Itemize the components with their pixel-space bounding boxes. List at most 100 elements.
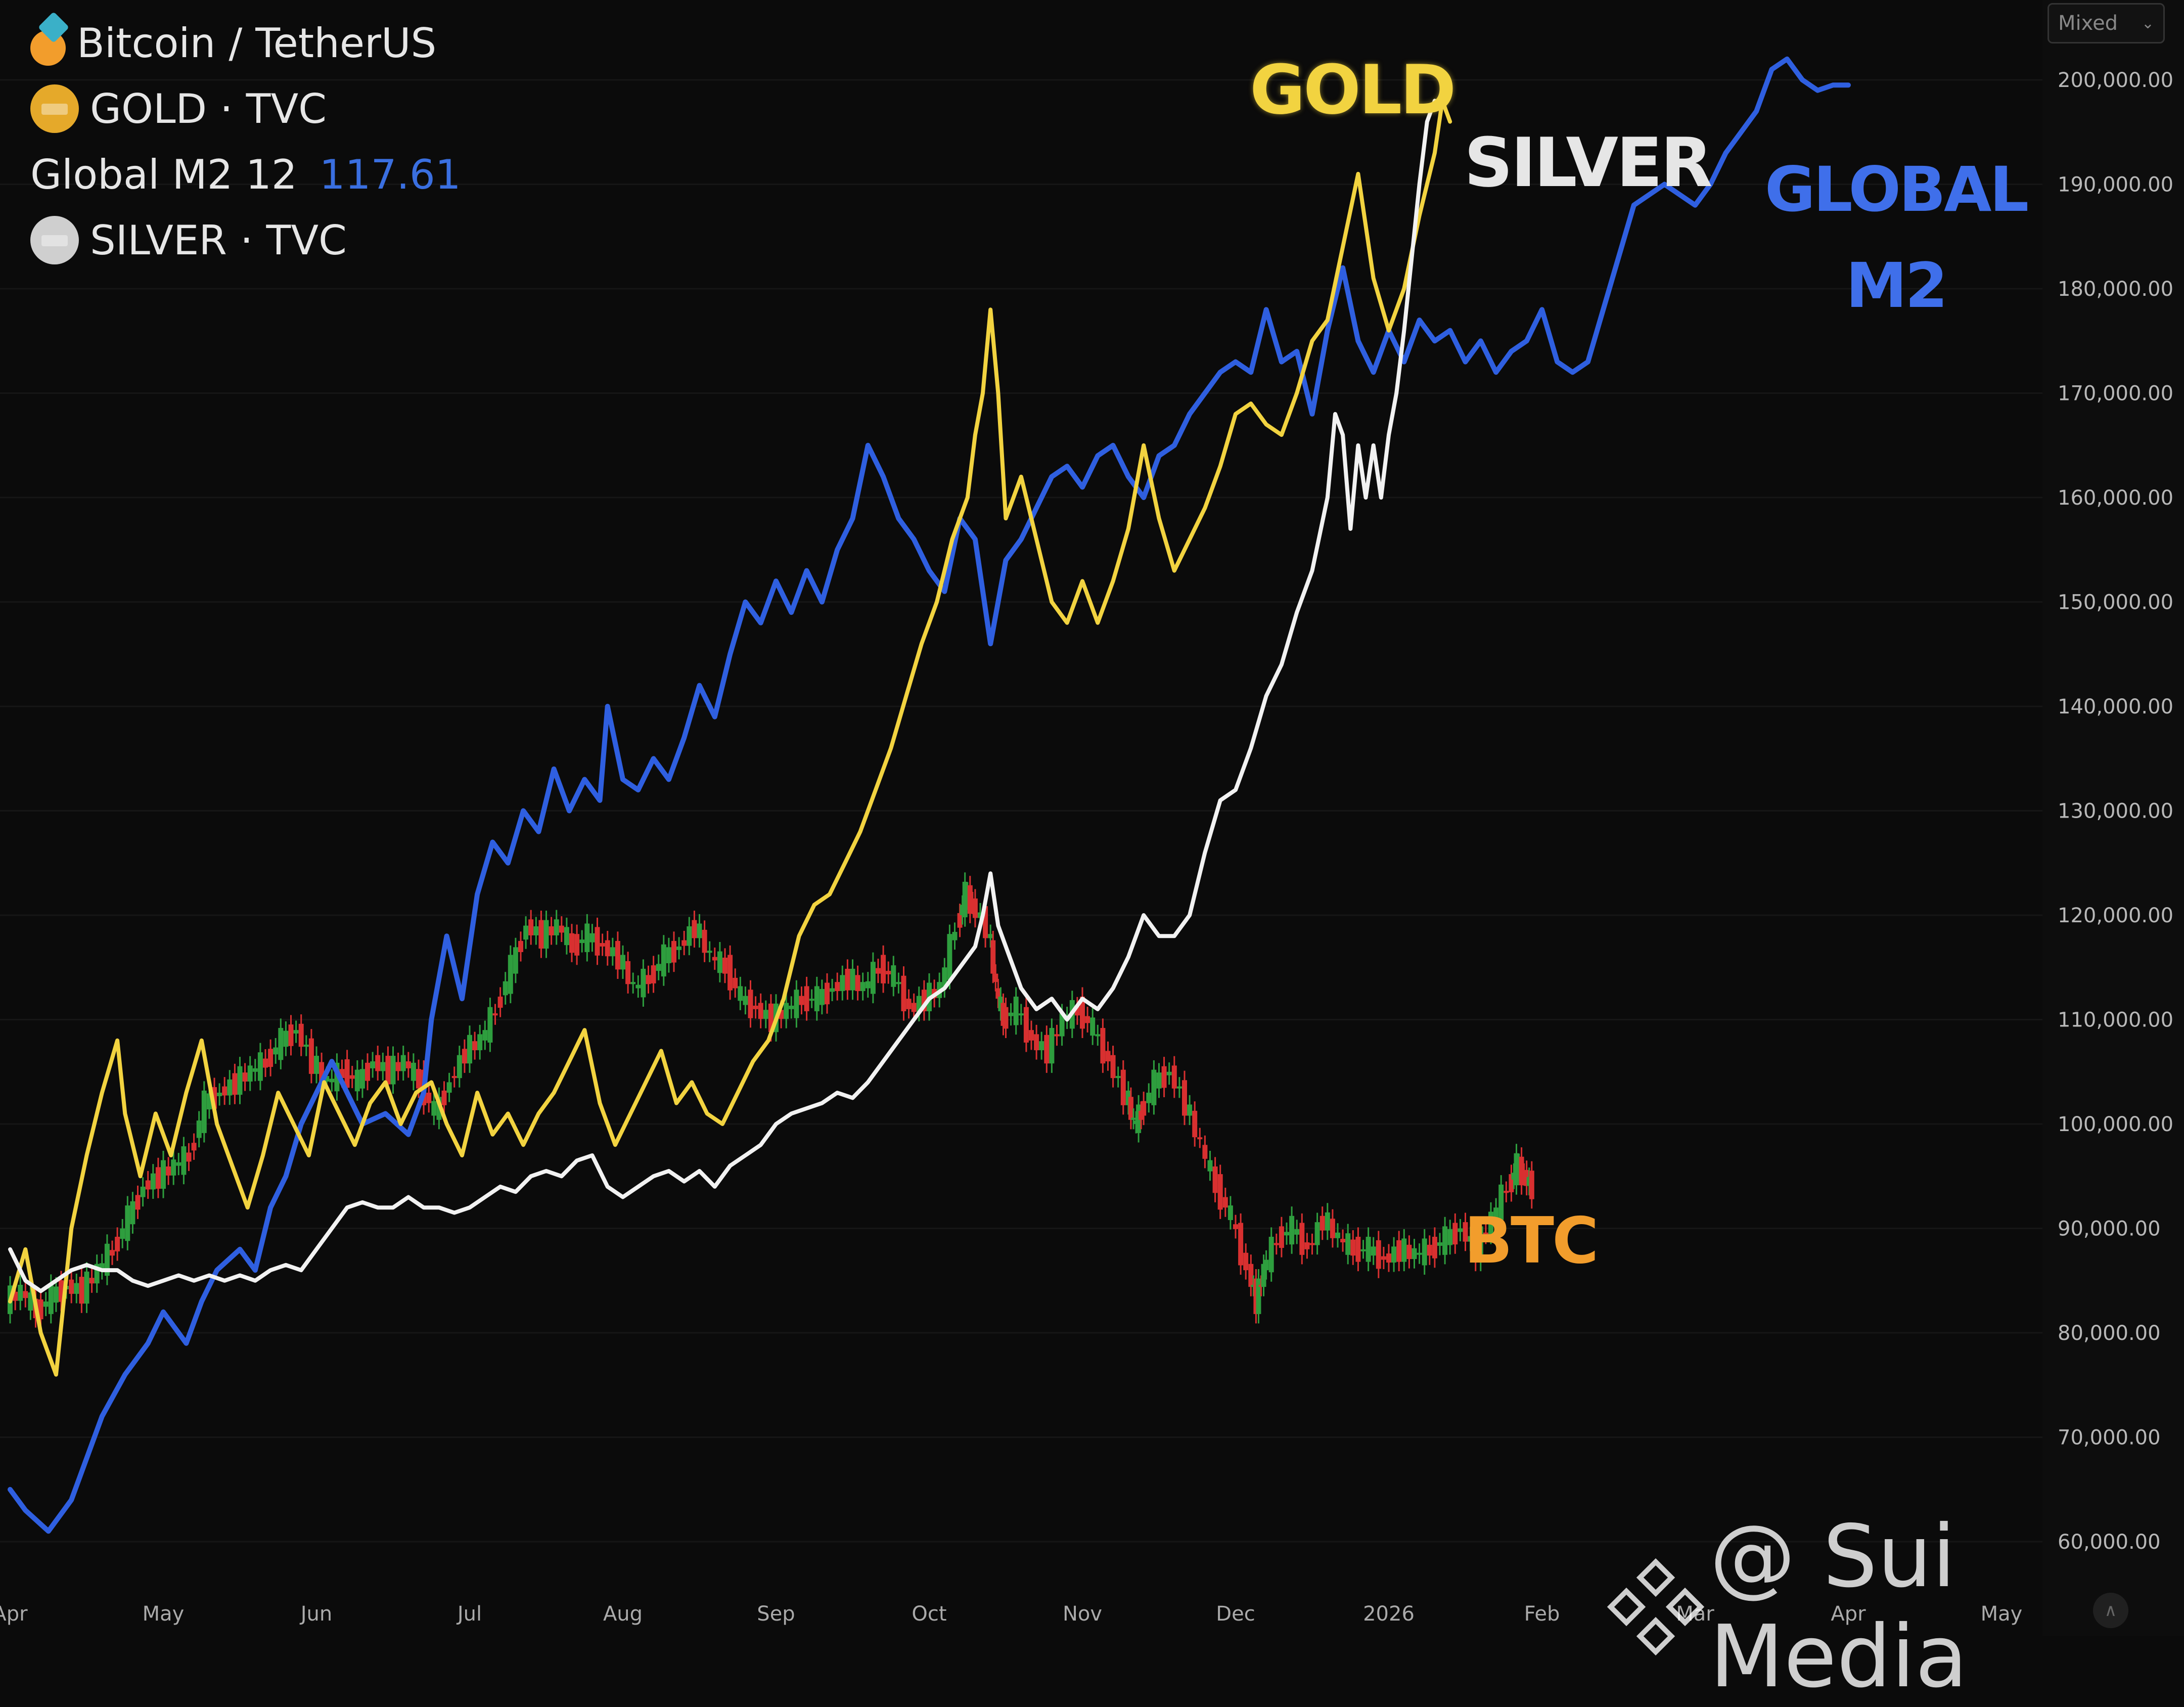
btc-candle-269 <box>1320 1216 1325 1231</box>
btc-candle-66 <box>344 1059 350 1088</box>
legend-row-silver[interactable]: SILVER · TVC <box>30 207 461 273</box>
btc-candle-295 <box>1452 1223 1458 1245</box>
series-gold-line <box>8 99 1452 1377</box>
x-tick-label-10: Feb <box>1524 1602 1560 1626</box>
price-chart: 200,000.00 190,000.00 180,000.00 170,000.00… <box>0 0 2184 1636</box>
btc-candle-31 <box>166 1166 171 1176</box>
legend-row-m2[interactable]: Global M2 12 117.61 <box>30 142 461 207</box>
scale-mode-select[interactable]: Mixed ⌄ <box>2048 3 2165 43</box>
btc-candle-287 <box>1412 1248 1417 1260</box>
btc-candle-293 <box>1442 1226 1448 1255</box>
btc-candle-122 <box>630 982 636 984</box>
legend-m2-value: 117.61 <box>319 151 461 198</box>
series-btc-candles <box>8 872 1534 1329</box>
btc-candle-300 <box>1478 1226 1483 1262</box>
btc-candle-216 <box>1080 997 1085 1029</box>
btc-candle-58 <box>303 1045 309 1047</box>
btc-candle-169 <box>870 962 876 994</box>
btc-candle-207 <box>1034 1034 1039 1051</box>
btc-candle-178 <box>916 996 922 1012</box>
btc-candle-204 <box>1018 1013 1024 1016</box>
btc-candle-90 <box>467 1035 472 1064</box>
btc-candle-113 <box>584 923 590 952</box>
btc-candle-25 <box>135 1195 141 1210</box>
scroll-to-latest-icon[interactable]: ∧ <box>2093 1593 2128 1628</box>
btc-candle-59 <box>308 1038 314 1074</box>
chart-legend: Bitcoin / TetherUS GOLD · TVC Global M2 … <box>30 10 461 273</box>
btc-candle-151 <box>779 1010 784 1019</box>
btc-candle-33 <box>176 1162 181 1166</box>
legend-row-btc[interactable]: Bitcoin / TetherUS <box>30 10 461 76</box>
btc-candle-222 <box>1110 1055 1116 1079</box>
btc-candle-112 <box>579 939 585 944</box>
x-tick-label-2: Jun <box>299 1602 333 1626</box>
btc-candle-263 <box>1289 1216 1295 1245</box>
btc-candle-292 <box>1437 1242 1442 1246</box>
btc-candle-258 <box>1263 1260 1269 1271</box>
btc-candle-17 <box>94 1264 100 1284</box>
time-axis[interactable]: Apr May Jun Jul Aug Sep Oct Nov Dec 2026 Feb Mar Apr… <box>0 1602 2022 1626</box>
btc-candle-53 <box>278 1028 284 1060</box>
btc-candle-67 <box>349 1075 355 1079</box>
btc-candle-227 <box>1131 1117 1136 1120</box>
btc-candle-303 <box>1493 1207 1499 1218</box>
sui-logo-icon <box>1607 1558 1705 1656</box>
y-tick-label-12: 80,000.00 <box>2058 1322 2161 1345</box>
btc-candle-100 <box>518 940 523 952</box>
btc-candle-283 <box>1391 1246 1397 1263</box>
x-tick-label-9: 2026 <box>1363 1602 1415 1626</box>
legend-m2-name: Global M2 12 <box>30 151 297 198</box>
btc-candle-40 <box>212 1087 217 1109</box>
btc-candle-152 <box>784 1003 789 1019</box>
btc-candle-163 <box>840 975 845 992</box>
btc-candle-307 <box>1511 1173 1517 1180</box>
btc-candle-105 <box>543 920 549 949</box>
btc-candle-210 <box>1049 1028 1055 1064</box>
btc-candle-19 <box>104 1243 110 1276</box>
btc-candle-197 <box>993 973 998 982</box>
btc-candle-147 <box>758 1003 763 1019</box>
btc-candle-215 <box>1074 1006 1080 1016</box>
btc-candle-37 <box>196 1120 202 1138</box>
btc-candle-76 <box>395 1062 401 1071</box>
y-tick-label-7: 130,000.00 <box>2058 800 2173 823</box>
btc-candle-309 <box>1516 1163 1522 1172</box>
btc-candle-21 <box>115 1237 120 1251</box>
btc-candle-70 <box>365 1062 370 1081</box>
btc-candle-91 <box>472 1041 478 1051</box>
btc-candle-4 <box>28 1292 33 1311</box>
btc-candle-128 <box>661 944 666 977</box>
btc-candle-236 <box>1166 1071 1172 1075</box>
btc-candle-96 <box>497 997 503 1008</box>
btc-candle-245 <box>1212 1166 1218 1193</box>
legend-row-gold[interactable]: GOLD · TVC <box>30 76 461 142</box>
btc-candle-43 <box>227 1079 233 1096</box>
price-axis[interactable]: 200,000.00 190,000.00 180,000.00 170,000.00… <box>2042 0 2184 1636</box>
btc-candle-125 <box>646 975 651 984</box>
btc-candle-71 <box>370 1061 376 1068</box>
btc-candle-110 <box>569 933 574 953</box>
btc-candle-16 <box>89 1278 95 1284</box>
btc-candle-61 <box>319 1062 325 1082</box>
btc-candle-296 <box>1458 1228 1463 1232</box>
btc-candle-262 <box>1284 1232 1289 1236</box>
btc-candle-63 <box>329 1079 335 1083</box>
btc-candle-49 <box>257 1052 263 1081</box>
btc-candle-279 <box>1371 1246 1376 1256</box>
legend-btc-quote: TetherUS <box>255 19 437 67</box>
btc-candle-38 <box>201 1090 207 1133</box>
btc-candle-229 <box>1136 1104 1142 1133</box>
btc-candle-230 <box>1139 1110 1144 1120</box>
global-m2-annotation-line1: GLOBAL <box>1764 154 2029 226</box>
btc-candle-39 <box>206 1093 212 1110</box>
btc-candle-10 <box>59 1280 64 1302</box>
global-m2-annotation-line2: M2 <box>1845 250 1948 322</box>
btc-candle-9 <box>53 1286 59 1303</box>
btc-candle-99 <box>513 947 518 974</box>
btc-candle-93 <box>482 1030 488 1041</box>
btc-candle-235 <box>1161 1066 1167 1088</box>
btc-candle-1 <box>13 1291 18 1301</box>
y-tick-label-1: 190,000.00 <box>2058 173 2173 197</box>
btc-candle-42 <box>222 1086 228 1096</box>
btc-candle-264 <box>1294 1229 1300 1235</box>
